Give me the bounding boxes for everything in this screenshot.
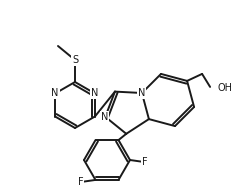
Text: F: F xyxy=(78,177,83,187)
Text: N: N xyxy=(138,88,146,98)
Text: OH: OH xyxy=(217,83,232,93)
Text: N: N xyxy=(101,112,108,122)
Text: F: F xyxy=(142,157,148,167)
Text: S: S xyxy=(72,55,78,65)
Text: N: N xyxy=(51,89,59,98)
Text: N: N xyxy=(91,89,99,98)
